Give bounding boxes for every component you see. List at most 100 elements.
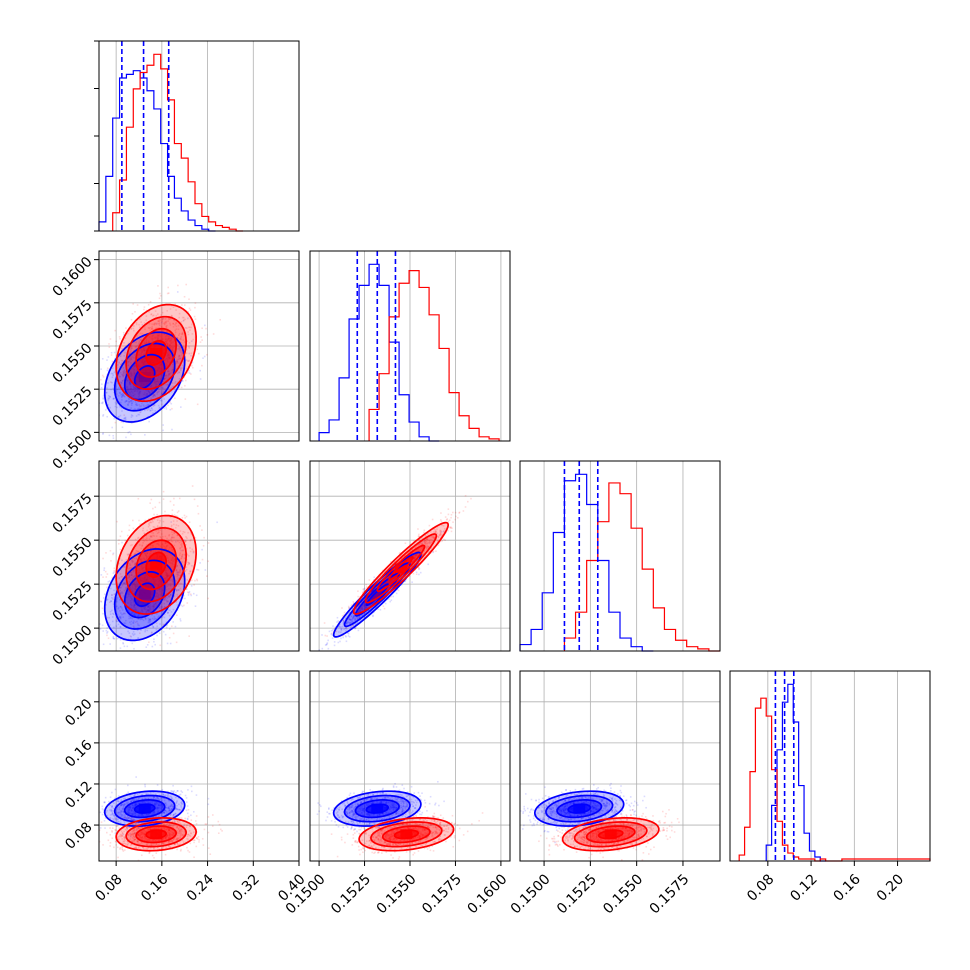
scatter-point	[141, 567, 144, 570]
scatter-point	[177, 578, 179, 580]
scatter-point	[353, 615, 355, 617]
scatter-point	[115, 340, 117, 343]
scatter-point	[159, 364, 161, 367]
scatter-point	[107, 382, 109, 384]
scatter-point	[149, 607, 151, 610]
scatter-point	[169, 609, 171, 612]
scatter-point	[171, 540, 174, 543]
scatter-point	[176, 337, 179, 340]
scatter-point	[151, 365, 154, 367]
scatter-point	[133, 582, 135, 585]
scatter-point	[166, 573, 169, 575]
scatter-point	[184, 318, 186, 321]
scatter-point	[115, 598, 118, 600]
scatter-point	[167, 370, 170, 372]
scatter-point	[129, 382, 131, 384]
scatter-point	[138, 569, 141, 572]
scatter-point	[135, 612, 138, 615]
scatter-point	[110, 587, 112, 590]
scatter-point	[440, 531, 443, 533]
scatter-point	[176, 534, 179, 537]
scatter-point	[161, 616, 163, 619]
scatter-point	[139, 332, 142, 335]
scatter-point	[111, 372, 114, 375]
scatter-point	[175, 322, 177, 325]
scatter-point	[364, 604, 367, 607]
scatter-point	[169, 571, 172, 573]
scatter-point	[149, 385, 152, 388]
scatter-point	[173, 532, 175, 534]
scatter-point	[173, 563, 176, 566]
scatter-point	[415, 571, 418, 574]
scatter-point	[139, 579, 142, 582]
scatter-point	[145, 349, 147, 352]
scatter-point	[133, 592, 135, 595]
scatter-point	[177, 356, 180, 358]
scatter-point	[159, 335, 162, 338]
scatter-point	[190, 326, 193, 329]
scatter-point	[165, 574, 167, 576]
scatter-point	[168, 357, 171, 359]
scatter-point	[133, 584, 136, 587]
scatter-point	[157, 584, 160, 587]
scatter-point	[156, 532, 159, 534]
scatter-point	[106, 598, 109, 601]
scatter-point	[172, 536, 174, 539]
scatter-point	[157, 584, 159, 586]
scatter-point	[143, 347, 146, 350]
scatter-point	[102, 432, 104, 434]
scatter-point	[359, 607, 361, 610]
scatter-point	[120, 612, 122, 614]
scatter-point	[128, 576, 131, 579]
scatter-point	[153, 403, 155, 406]
scatter-point	[122, 371, 125, 373]
scatter-point	[110, 354, 113, 356]
scatter-point	[343, 622, 345, 624]
scatter-point	[128, 573, 130, 576]
scatter-point	[146, 392, 148, 395]
scatter-point	[131, 598, 133, 601]
scatter-point	[132, 634, 135, 636]
scatter-point	[138, 613, 140, 616]
scatter-point	[150, 407, 153, 410]
scatter-point	[412, 560, 415, 562]
scatter-point	[112, 637, 114, 639]
scatter-point	[183, 557, 186, 560]
scatter-point	[134, 608, 136, 611]
scatter-point	[354, 619, 356, 622]
scatter-point	[408, 571, 411, 573]
scatter-point	[158, 376, 160, 378]
scatter-point	[138, 394, 141, 397]
scatter-point	[385, 577, 388, 580]
scatter-point	[143, 625, 145, 628]
scatter-point	[362, 613, 364, 616]
scatter-point	[159, 519, 161, 522]
scatter-point	[128, 567, 130, 570]
scatter-point	[141, 563, 144, 565]
scatter-point	[333, 641, 336, 643]
scatter-point	[164, 541, 167, 544]
scatter-point	[119, 355, 122, 357]
scatter-point	[132, 386, 135, 389]
scatter-point	[166, 352, 168, 354]
scatter-point	[380, 584, 383, 587]
scatter-point	[351, 624, 353, 627]
scatter-point	[143, 409, 146, 412]
scatter-point	[112, 612, 114, 615]
scatter-point	[175, 588, 178, 591]
scatter-point	[165, 408, 168, 410]
scatter-point	[431, 518, 434, 521]
scatter-point	[139, 358, 142, 361]
scatter-point	[345, 630, 347, 632]
scatter-point	[113, 391, 115, 394]
scatter-point	[156, 327, 159, 330]
scatter-point	[179, 574, 182, 577]
scatter-point	[337, 620, 339, 622]
scatter-point	[144, 618, 147, 621]
scatter-point	[176, 358, 179, 361]
scatter-point	[352, 618, 354, 620]
scatter-point	[173, 595, 176, 597]
scatter-point	[118, 401, 121, 404]
scatter-point	[130, 356, 132, 359]
scatter-point	[137, 344, 140, 347]
